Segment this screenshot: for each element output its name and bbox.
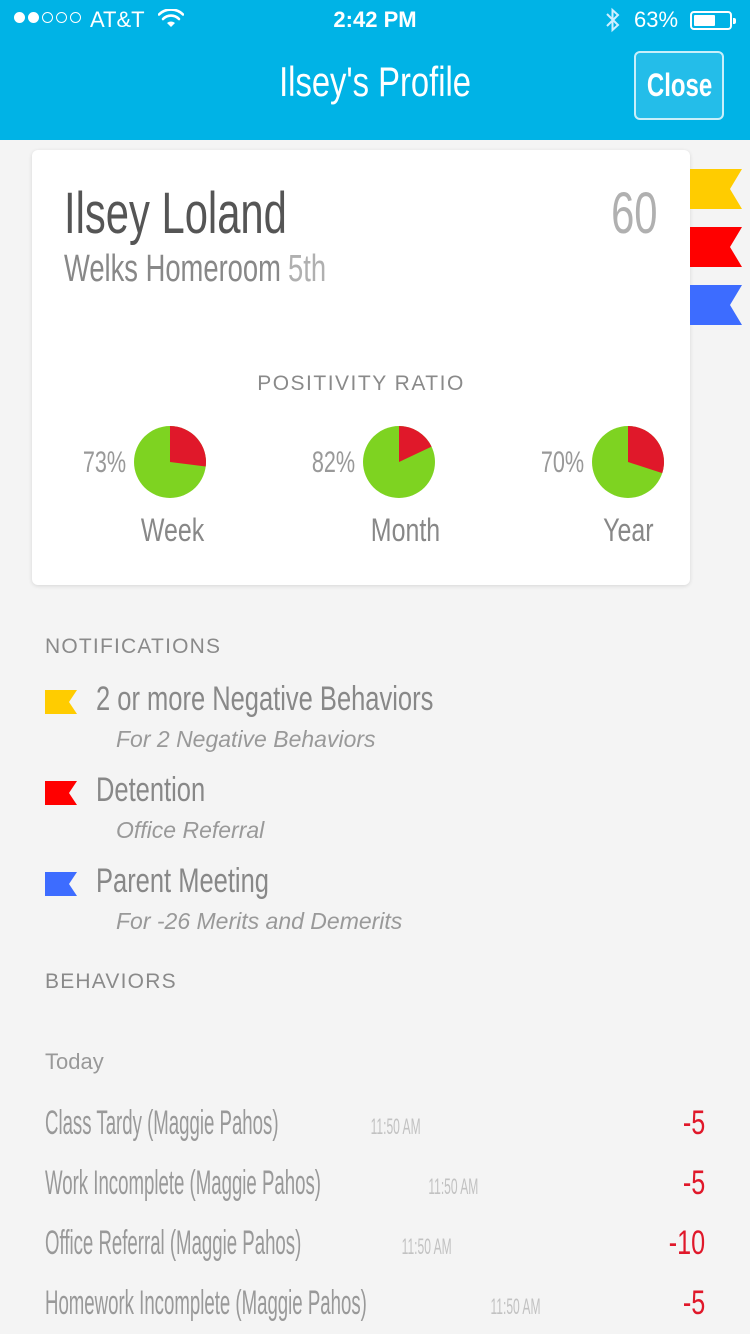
signal-dot [56, 12, 67, 23]
notification-title: 2 or more Negative Behaviors [96, 680, 434, 718]
pie-negative-slice [399, 426, 432, 462]
behavior-description: Work Incomplete (Maggie Pahos) 11:50 AM [45, 1164, 479, 1202]
behavior-row[interactable]: Homework Incomplete (Maggie Pahos) 11:50 … [45, 1284, 705, 1334]
notifications-heading: NOTIFICATIONS [45, 635, 222, 658]
notification-item[interactable]: Detention Office Referral [45, 771, 705, 857]
pie-chart-icon [134, 426, 206, 498]
battery-level [694, 15, 716, 26]
notification-subtitle: For 2 Negative Behaviors [116, 726, 376, 752]
behaviors-heading: BEHAVIORS [45, 970, 177, 993]
close-button[interactable]: Close [634, 51, 724, 120]
behavior-points: -10 [668, 1224, 705, 1262]
positivity-ratio-title: POSITIVITY RATIO [257, 372, 465, 395]
pie-label: Month [370, 512, 441, 548]
notification-title: Parent Meeting [96, 862, 269, 900]
behavior-points: -5 [682, 1104, 705, 1142]
notification-subtitle: Office Referral [116, 817, 265, 843]
pie-negative-slice [628, 426, 664, 474]
behavior-description: Class Tardy (Maggie Pahos) 11:50 AM [45, 1104, 421, 1142]
student-score: 60 [611, 181, 658, 246]
pie-label: Year [602, 512, 654, 548]
red-flag-icon[interactable] [690, 227, 742, 267]
navigation-bar: AT&T 2:42 PM 63% Ilsey's Profile Close [0, 0, 750, 140]
notification-title: Detention [96, 771, 206, 809]
behavior-time: 11:50 AM [370, 1114, 421, 1139]
pie-week[interactable]: 73% Week [78, 424, 238, 564]
behavior-row[interactable]: Office Referral (Maggie Pahos) 11:50 AM -… [45, 1224, 705, 1274]
page-title: Ilsey's Profile [279, 58, 471, 105]
signal-dot [14, 12, 25, 23]
behavior-points: -5 [682, 1164, 705, 1202]
status-time: 2:42 PM [333, 7, 417, 32]
yellow-flag-icon[interactable] [690, 169, 742, 209]
yellow-flag-icon [45, 690, 77, 714]
battery-nub [733, 18, 736, 24]
behavior-row[interactable]: Work Incomplete (Maggie Pahos) 11:50 AM -… [45, 1164, 705, 1214]
pie-chart-icon [592, 426, 664, 498]
pie-percent: 70% [540, 446, 584, 479]
notification-item[interactable]: Parent Meeting For -26 Merits and Demeri… [45, 862, 705, 948]
behavior-description: Office Referral (Maggie Pahos) 11:50 AM [45, 1224, 452, 1262]
behavior-time: 11:50 AM [490, 1294, 541, 1319]
red-flag-icon [45, 781, 77, 805]
status-bar: AT&T 2:42 PM 63% [0, 0, 750, 40]
behavior-description: Homework Incomplete (Maggie Pahos) 11:50 … [45, 1284, 541, 1322]
profile-card: Ilsey Loland 60 Welks Homeroom 5th POSIT… [32, 150, 690, 585]
homeroom-label: Welks Homeroom [64, 248, 281, 290]
carrier-name: AT&T [90, 7, 145, 32]
signal-dot [28, 12, 39, 23]
behavior-row[interactable]: Class Tardy (Maggie Pahos) 11:50 AM -5 [45, 1104, 705, 1154]
pie-year[interactable]: 70% Year [536, 424, 696, 564]
wifi-icon [157, 8, 185, 35]
behavior-time: 11:50 AM [401, 1234, 452, 1259]
behavior-time: 11:50 AM [428, 1174, 479, 1199]
behavior-points: -5 [682, 1284, 705, 1322]
pie-chart-icon [363, 426, 435, 498]
battery-percent: 63% [634, 7, 679, 32]
bluetooth-icon [604, 6, 622, 40]
pie-percent: 82% [311, 446, 355, 479]
signal-dot [70, 12, 81, 23]
notification-subtitle: For -26 Merits and Demerits [116, 908, 403, 934]
signal-dot [42, 12, 53, 23]
pie-negative-slice [170, 426, 206, 467]
blue-flag-icon [45, 872, 77, 896]
pie-label: Week [140, 512, 205, 548]
signal-strength-icon [14, 12, 81, 23]
pie-percent: 73% [82, 446, 126, 479]
day-label: Today [45, 1049, 104, 1074]
pie-month[interactable]: 82% Month [307, 424, 467, 564]
blue-flag-icon[interactable] [690, 285, 742, 325]
student-name: Ilsey Loland [64, 181, 287, 246]
grade-label: 5th [288, 248, 327, 290]
battery-icon [690, 11, 736, 30]
notification-item[interactable]: 2 or more Negative Behaviors For 2 Negat… [45, 680, 705, 766]
